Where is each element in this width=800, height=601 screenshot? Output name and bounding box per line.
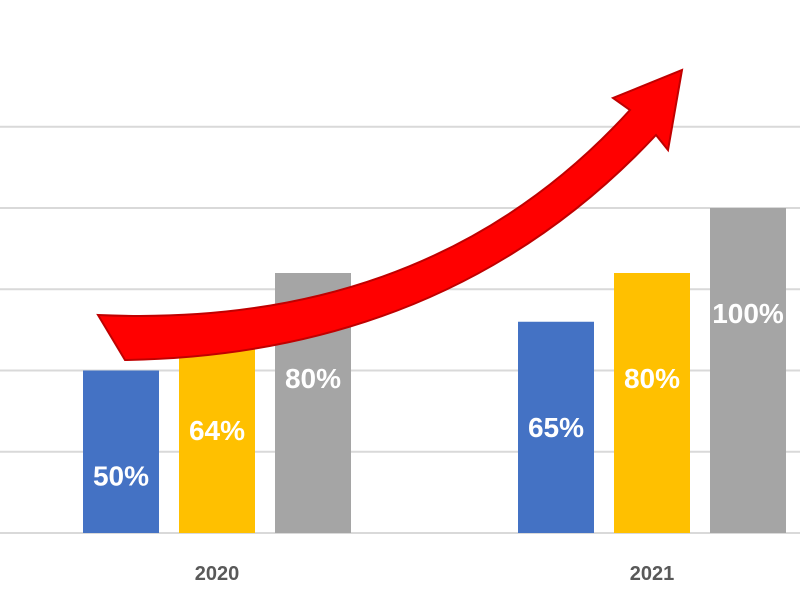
data-label-2021-3: 100%	[712, 298, 784, 329]
bar-2020-1	[83, 370, 159, 533]
bar-2021-1	[518, 321, 594, 533]
data-label-2020-2: 64%	[189, 415, 245, 446]
trend-arrow-icon-shape	[96, 68, 684, 362]
category-axis-labels: 2020 2021	[195, 563, 675, 585]
data-label-2020-1: 50%	[93, 461, 149, 492]
data-label-2020-3: 80%	[285, 363, 341, 394]
trend-arrow-icon	[96, 68, 684, 362]
data-labels: 50% 64% 80% 65% 80% 100%	[93, 298, 784, 492]
bar-group	[83, 208, 786, 533]
data-label-2021-1: 65%	[528, 412, 584, 443]
bar-2020-2	[179, 325, 255, 533]
category-label-2021: 2021	[630, 563, 675, 585]
bar-2021-3	[710, 208, 786, 533]
bar-2021-2	[614, 273, 690, 533]
data-label-2021-2: 80%	[624, 363, 680, 394]
category-label-2020: 2020	[195, 563, 240, 585]
